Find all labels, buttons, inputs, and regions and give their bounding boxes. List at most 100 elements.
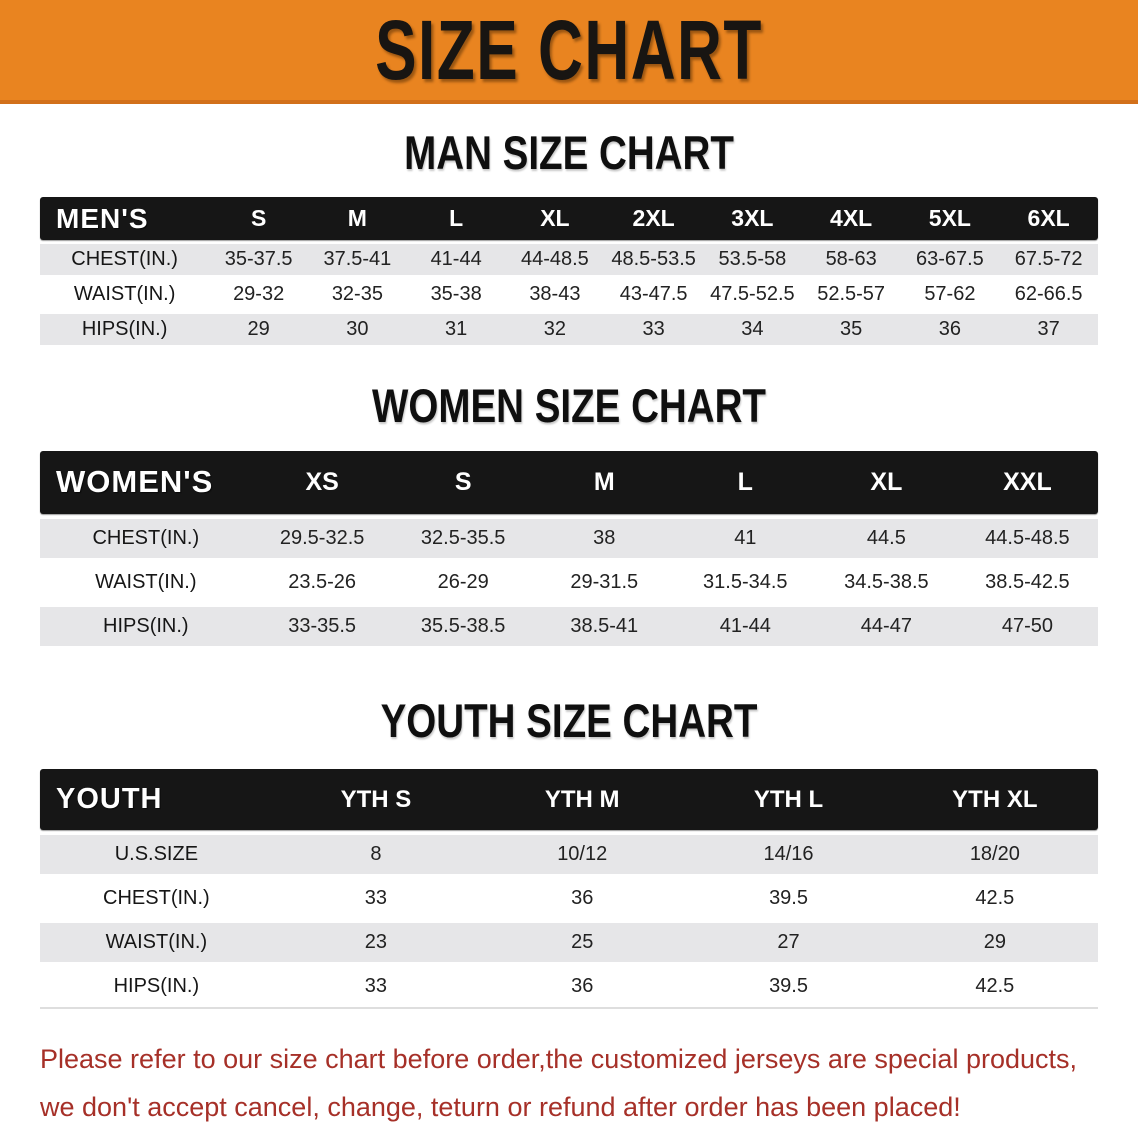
value-cell: 14/16: [763, 843, 814, 866]
value-cell: 47-50: [1001, 614, 1054, 637]
value-cell: 48.5-53.5: [611, 248, 696, 271]
value-cell: 62-66.5: [1014, 283, 1083, 306]
value-cell: 33-35.5: [288, 614, 357, 637]
value-cell: 33: [642, 318, 665, 341]
value-cell: 38.5-41: [570, 614, 639, 637]
value-cell: 47.5-52.5: [710, 283, 795, 306]
column-header: S: [250, 205, 267, 232]
value-cell: 23.5-26: [288, 570, 357, 593]
value-cell: 33: [364, 887, 388, 910]
value-cell: 41-44: [719, 614, 771, 637]
value-cell: 39.5: [769, 887, 808, 910]
value-cell: 38: [593, 526, 616, 549]
value-cell: 52.5-57: [817, 283, 886, 306]
value-cell: 32: [543, 318, 567, 341]
column-header: YTH L: [753, 785, 824, 813]
value-cell: 35.5-38.5: [420, 614, 506, 637]
value-cell: 26-29: [437, 570, 489, 593]
value-cell: 34: [741, 318, 764, 341]
value-cell: 53.5-58: [718, 248, 787, 271]
value-cell: 37: [1037, 318, 1060, 341]
men-size-table: MEN'S S M L XL 2XL 3XL 4XL 5XL 6XL CHEST(IN.) 35-37…: [40, 197, 1098, 346]
row-label: CHEST(IN.): [103, 887, 210, 910]
value-cell: 30: [346, 318, 369, 341]
column-header: 5XL: [928, 205, 971, 232]
women-size-table: WOMEN'S XS S M L XL XXL CHEST(IN.) 29.5-32.5 32.5…: [40, 450, 1098, 646]
value-cell: 25: [571, 931, 594, 954]
youth-size-section: YOUTH SIZE CHART YOUTH YTH S YTH M YTH L YTH…: [0, 693, 1138, 1010]
row-label: HIPS(IN.): [113, 975, 200, 998]
value-cell: 63-67.5: [915, 248, 984, 271]
youth-size-table: YOUTH YTH S YTH M YTH L YTH XL U.S.SIZE 8 10/12…: [40, 769, 1098, 1010]
table-row: WAIST(IN.) 23.5-26 26-29 29-31.5 31.5-34.5 34…: [40, 562, 1098, 602]
row-label: WAIST(IN.): [73, 283, 176, 306]
value-cell: 35: [840, 318, 863, 341]
value-cell: 32-35: [331, 283, 383, 306]
table-row: WAIST(IN.) 29-32 32-35 35-38 38-43 43-47.5 47.…: [40, 279, 1098, 311]
value-cell: 31: [445, 318, 468, 341]
value-cell: 44.5-48.5: [985, 526, 1070, 549]
value-cell: 44-48.5: [520, 248, 589, 271]
value-cell: 36: [938, 318, 962, 341]
value-cell: 44.5: [866, 526, 906, 549]
value-cell: 29: [247, 318, 270, 341]
value-cell: 23: [364, 931, 388, 954]
footer-note: Please refer to our size chart before or…: [40, 1035, 1098, 1131]
table-header-row: WOMEN'S XS S M L XL XXL: [40, 450, 1098, 514]
table-row: WAIST(IN.) 23 25 27 29: [40, 923, 1098, 963]
value-cell: 38-43: [529, 283, 581, 306]
value-cell: 33: [364, 975, 388, 998]
column-header: M: [593, 467, 615, 496]
column-header: XL: [540, 205, 570, 232]
column-header: XXL: [1003, 467, 1052, 496]
column-header: L: [737, 467, 753, 496]
value-cell: 41: [734, 526, 757, 549]
column-header: 6XL: [1027, 205, 1070, 232]
value-cell: 37.5-41: [323, 248, 392, 271]
value-cell: 27: [777, 931, 800, 954]
value-cell: 41-44: [430, 248, 482, 271]
column-header: XL: [870, 467, 903, 496]
table-group-label: WOMEN'S: [56, 464, 214, 500]
value-cell: 29-31.5: [570, 570, 639, 593]
row-label: CHEST(IN.): [92, 526, 200, 549]
value-cell: 29-32: [233, 283, 285, 306]
value-cell: 43-47.5: [619, 283, 688, 306]
table-header-row: MEN'S S M L XL 2XL 3XL 4XL 5XL 6XL: [40, 197, 1098, 241]
table-group-label: YOUTH: [56, 783, 163, 816]
value-cell: 18/20: [969, 843, 1020, 866]
value-cell: 31.5-34.5: [703, 570, 788, 593]
table-row: U.S.SIZE 8 10/12 14/16 18/20: [40, 835, 1098, 875]
column-header: YTH S: [340, 785, 412, 813]
men-size-section: MAN SIZE CHART MEN'S S M L XL 2XL 3XL 4XL 5XL 6XL…: [0, 126, 1138, 346]
women-size-section: WOMEN SIZE CHART WOMEN'S XS S M L XL XXL CHEST(…: [0, 379, 1138, 646]
value-cell: 35-38: [430, 283, 482, 306]
footer-note-line1: Please refer to our size chart before or…: [40, 1044, 1078, 1075]
column-header: 3XL: [731, 205, 774, 232]
column-header: XS: [305, 467, 339, 496]
banner-title: SIZE CHART: [375, 3, 763, 97]
column-header: M: [347, 205, 367, 232]
banner: SIZE CHART: [0, 0, 1138, 104]
value-cell: 36: [571, 975, 594, 998]
row-label: WAIST(IN.): [105, 931, 208, 954]
column-header: L: [449, 205, 464, 232]
value-cell: 35-37.5: [224, 248, 293, 271]
men-section-heading: MAN SIZE CHART: [404, 126, 734, 179]
value-cell: 57-62: [924, 283, 976, 306]
column-header: YTH M: [544, 785, 620, 813]
women-section-heading: WOMEN SIZE CHART: [372, 379, 766, 433]
row-label: U.S.SIZE: [114, 843, 199, 866]
table-row: CHEST(IN.) 33 36 39.5 42.5: [40, 879, 1098, 919]
value-cell: 8: [370, 843, 382, 866]
value-cell: 44-47: [860, 614, 912, 637]
value-cell: 38.5-42.5: [985, 570, 1070, 593]
table-row: HIPS(IN.) 33 36 39.5 42.5: [40, 967, 1098, 1007]
row-label: CHEST(IN.): [71, 248, 178, 271]
value-cell: 29: [983, 931, 1006, 954]
row-label: HIPS(IN.): [81, 318, 168, 341]
youth-section-heading: YOUTH SIZE CHART: [380, 693, 758, 747]
value-cell: 42.5: [975, 887, 1015, 910]
footer-note-line2: we don't accept cancel, change, teturn o…: [40, 1092, 961, 1123]
row-label: HIPS(IN.): [103, 614, 189, 637]
